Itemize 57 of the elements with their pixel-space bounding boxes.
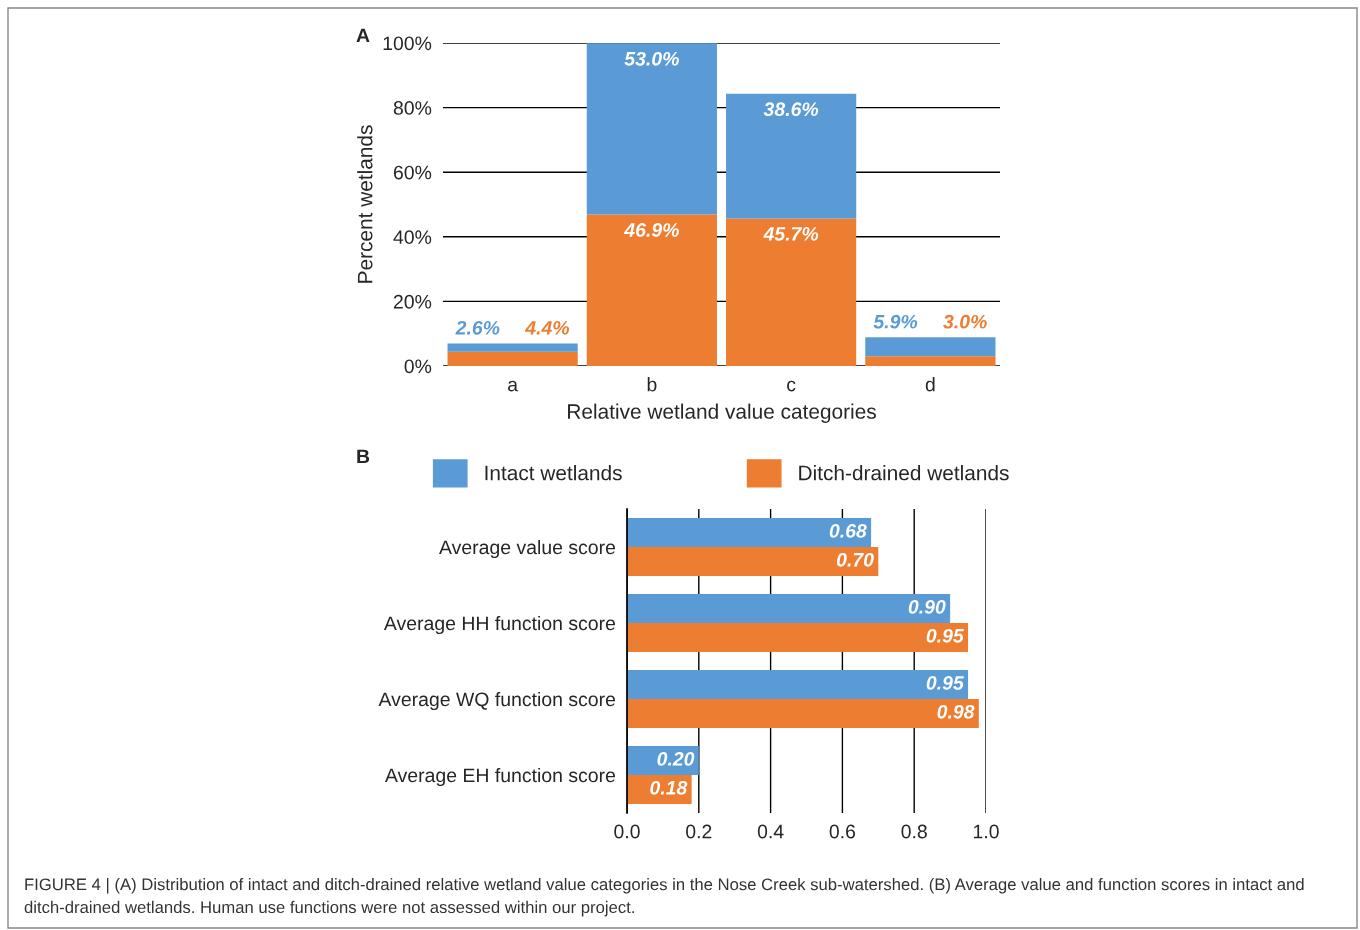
y-tick-label: 80%	[393, 101, 432, 115]
data-label: 5.9%	[873, 314, 918, 329]
y-tick-label: 100%	[383, 36, 432, 51]
bar	[627, 594, 951, 623]
y-tick-label: 0%	[404, 359, 432, 374]
text: B	[357, 449, 370, 464]
x-tick-label: 1.0	[973, 824, 999, 839]
x-tick-label: d	[925, 377, 935, 392]
text: A	[356, 28, 370, 43]
data-label: 38.6%	[763, 102, 819, 117]
bar	[627, 518, 872, 547]
legend-label: Ditch-drained wetlands	[799, 465, 1009, 481]
y-tick-label: Average WQ function score	[378, 691, 616, 711]
data-label: 0.68	[829, 524, 867, 538]
x-tick-label: 0.4	[757, 824, 784, 839]
x-tick-label: 0.2	[686, 824, 712, 839]
bar	[447, 351, 578, 366]
data-label: 53.0%	[624, 51, 679, 66]
data-label: 0.90	[908, 600, 946, 614]
bar	[627, 699, 979, 728]
data-label: 0.95	[926, 676, 964, 690]
data-label: 0.98	[937, 704, 975, 719]
legend-label: Intact wetlands	[485, 465, 622, 481]
data-label: 0.95	[926, 628, 964, 643]
data-label: 3.0%	[943, 314, 987, 329]
y-tick-label: Average HH function score	[383, 615, 616, 635]
y-tick-label: Average EH function score	[384, 767, 616, 787]
data-label: 2.6%	[455, 320, 500, 335]
y-axis-title: Percent wetlands	[357, 125, 373, 283]
data-label: 0.70	[836, 552, 874, 567]
bar	[586, 214, 717, 366]
caption: FIGURE 4 | (A) Distribution of intact and ditch-drained relative wetland value categories in the Nose Creek sub-watershed. (B) Average value and function scores in intact and ditch-drained wetlands. Human use functions were not assessed within our project.	[24, 878, 1304, 917]
bar	[726, 218, 857, 366]
y-tick-label: Average value score	[439, 539, 616, 559]
x-tick-label: b	[647, 377, 657, 392]
x-tick-label: 0.8	[901, 824, 927, 839]
data-label: 46.9%	[623, 223, 679, 237]
x-axis-title: Relative wetland value categories	[568, 403, 876, 423]
y-tick-label: 20%	[393, 294, 432, 309]
bar	[865, 337, 996, 357]
bar	[586, 43, 717, 215]
bar	[627, 670, 969, 699]
data-label: 4.4%	[524, 321, 570, 335]
data-label: 45.7%	[763, 227, 819, 241]
bar	[447, 343, 578, 352]
x-tick-label: a	[508, 380, 519, 392]
bar	[627, 623, 969, 652]
data-label: 0.18	[650, 780, 688, 795]
x-tick-label: c	[787, 380, 796, 392]
bar	[865, 356, 996, 366]
bar	[726, 93, 857, 219]
x-tick-label: 0.6	[829, 824, 856, 839]
y-tick-label: 60%	[393, 165, 432, 180]
y-tick-label: 40%	[393, 230, 432, 245]
bar	[627, 547, 879, 576]
data-label: 0.20	[657, 752, 695, 766]
x-tick-label: 0.0	[614, 824, 640, 839]
